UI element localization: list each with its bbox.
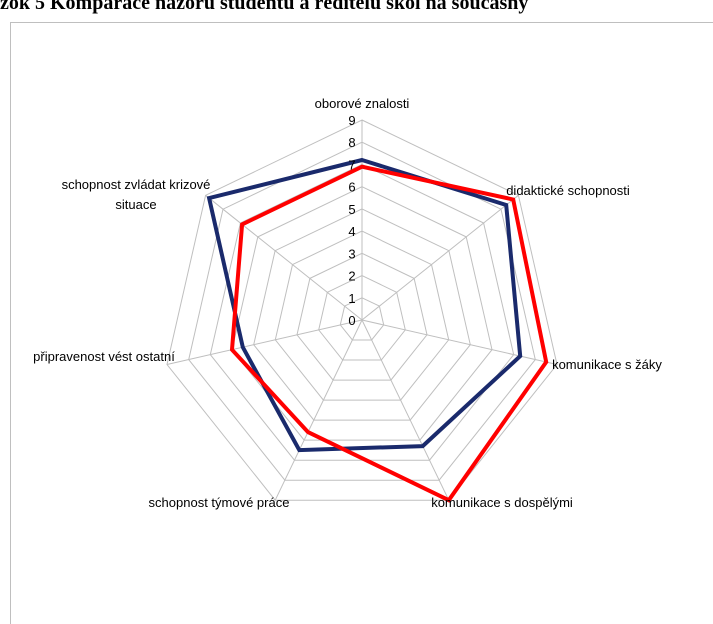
grid-spoke — [361, 319, 558, 365]
grid-spoke — [274, 319, 363, 501]
chart-title: ázok 5 Komparace názorů studentů a ředit… — [0, 0, 529, 14]
category-label: komunikace s žáky — [552, 357, 662, 372]
series-line-1 — [206, 157, 523, 453]
axis-tick-label: 5 — [348, 202, 355, 217]
axis-tick-label: 0 — [348, 313, 355, 328]
axis-tick-label: 4 — [348, 224, 355, 239]
grid-spoke — [166, 319, 363, 365]
grid-ring — [231, 186, 493, 441]
grid-ring — [318, 275, 406, 361]
axis-tick-label: 2 — [348, 269, 355, 284]
grid-spoke — [361, 319, 450, 501]
grid-spoke — [205, 194, 363, 321]
category-label: didaktické schopnosti — [506, 183, 630, 198]
series-line-2 — [229, 164, 549, 503]
axis-tick-label: 6 — [348, 180, 355, 195]
axis-tick-label: 7 — [348, 157, 355, 172]
grid-ring — [253, 208, 471, 421]
axis-tick-label: 1 — [348, 291, 355, 306]
grid-ring — [339, 297, 385, 341]
category-label: oborové znalosti — [315, 96, 410, 111]
axis-tick-label: 3 — [348, 246, 355, 261]
axis-tick-label: 8 — [348, 135, 355, 150]
grid-ring — [296, 252, 428, 381]
category-label: připravenost vést ostatní — [33, 349, 175, 364]
grid-spoke — [361, 194, 519, 321]
chart-frame — [10, 22, 713, 624]
grid-ring — [166, 119, 558, 501]
grid-ring — [274, 230, 450, 401]
axis-tick-label: 9 — [348, 113, 355, 128]
category-label: komunikace s dospělými — [431, 495, 573, 510]
category-label: schopnost zvládat krizové situace — [62, 177, 211, 212]
category-label: schopnost týmové práce — [149, 495, 290, 510]
